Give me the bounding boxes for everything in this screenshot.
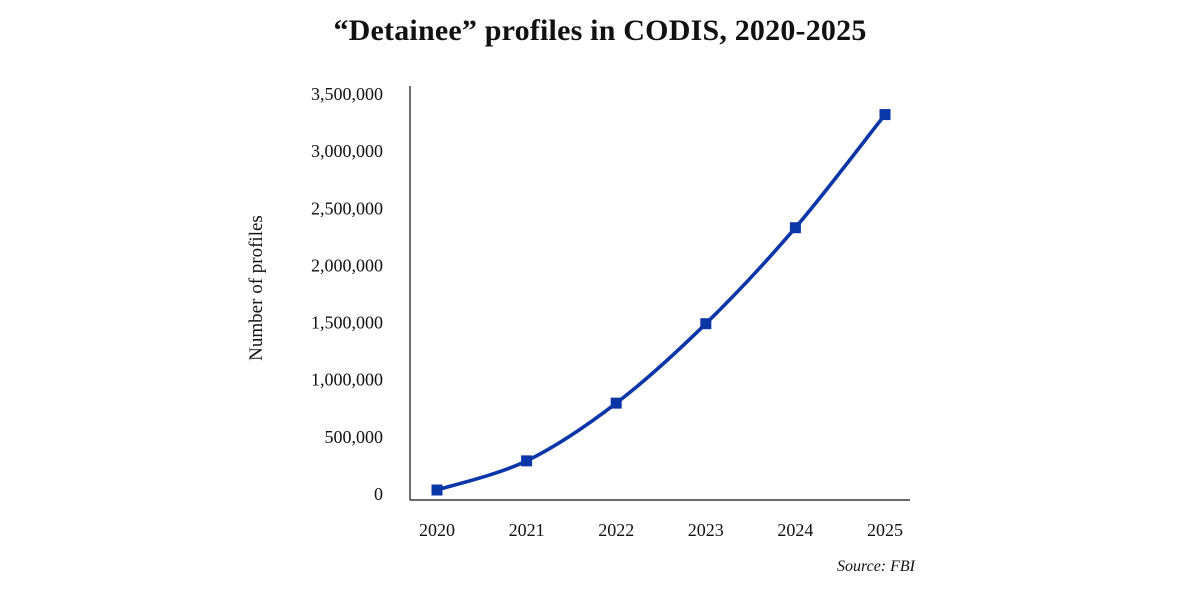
- data-point-marker: [789, 222, 801, 234]
- y-tick-label: 2,000,000: [311, 255, 383, 275]
- data-point-marker: [521, 455, 533, 467]
- series-group: [431, 109, 891, 496]
- x-tick-label: 2025: [867, 520, 903, 540]
- chart-axes: [409, 86, 910, 501]
- x-tick-label: 2020: [419, 520, 455, 540]
- y-tick-labels: 0 500,000 1,000,000 1,500,000 2,000,000 2,500…: [311, 84, 383, 504]
- series-line: [435, 112, 887, 492]
- y-tick-label: 0: [374, 484, 383, 504]
- data-point-marker: [610, 397, 622, 409]
- x-tick-label: 2024: [777, 520, 813, 540]
- y-tick-label: 500,000: [325, 427, 384, 447]
- y-tick-label: 2,500,000: [311, 198, 383, 218]
- x-tick-label: 2022: [598, 520, 634, 540]
- y-axis-label: Number of profiles: [246, 215, 267, 361]
- data-point-marker: [879, 109, 891, 121]
- x-tick-label: 2023: [688, 520, 724, 540]
- data-point-marker: [431, 484, 443, 496]
- x-tick-labels: 2020 2021 2022 2023 2024 2025: [419, 520, 903, 540]
- y-tick-label: 3,500,000: [311, 84, 383, 104]
- x-tick-label: 2021: [509, 520, 545, 540]
- y-tick-label: 1,000,000: [311, 370, 383, 390]
- chart-title: “Detainee” profiles in CODIS, 2020-2025: [333, 14, 867, 47]
- y-tick-label: 3,000,000: [311, 141, 383, 161]
- data-point-marker: [700, 318, 712, 330]
- y-tick-label: 1,500,000: [311, 313, 383, 333]
- source-note: Source: FBI: [836, 558, 915, 575]
